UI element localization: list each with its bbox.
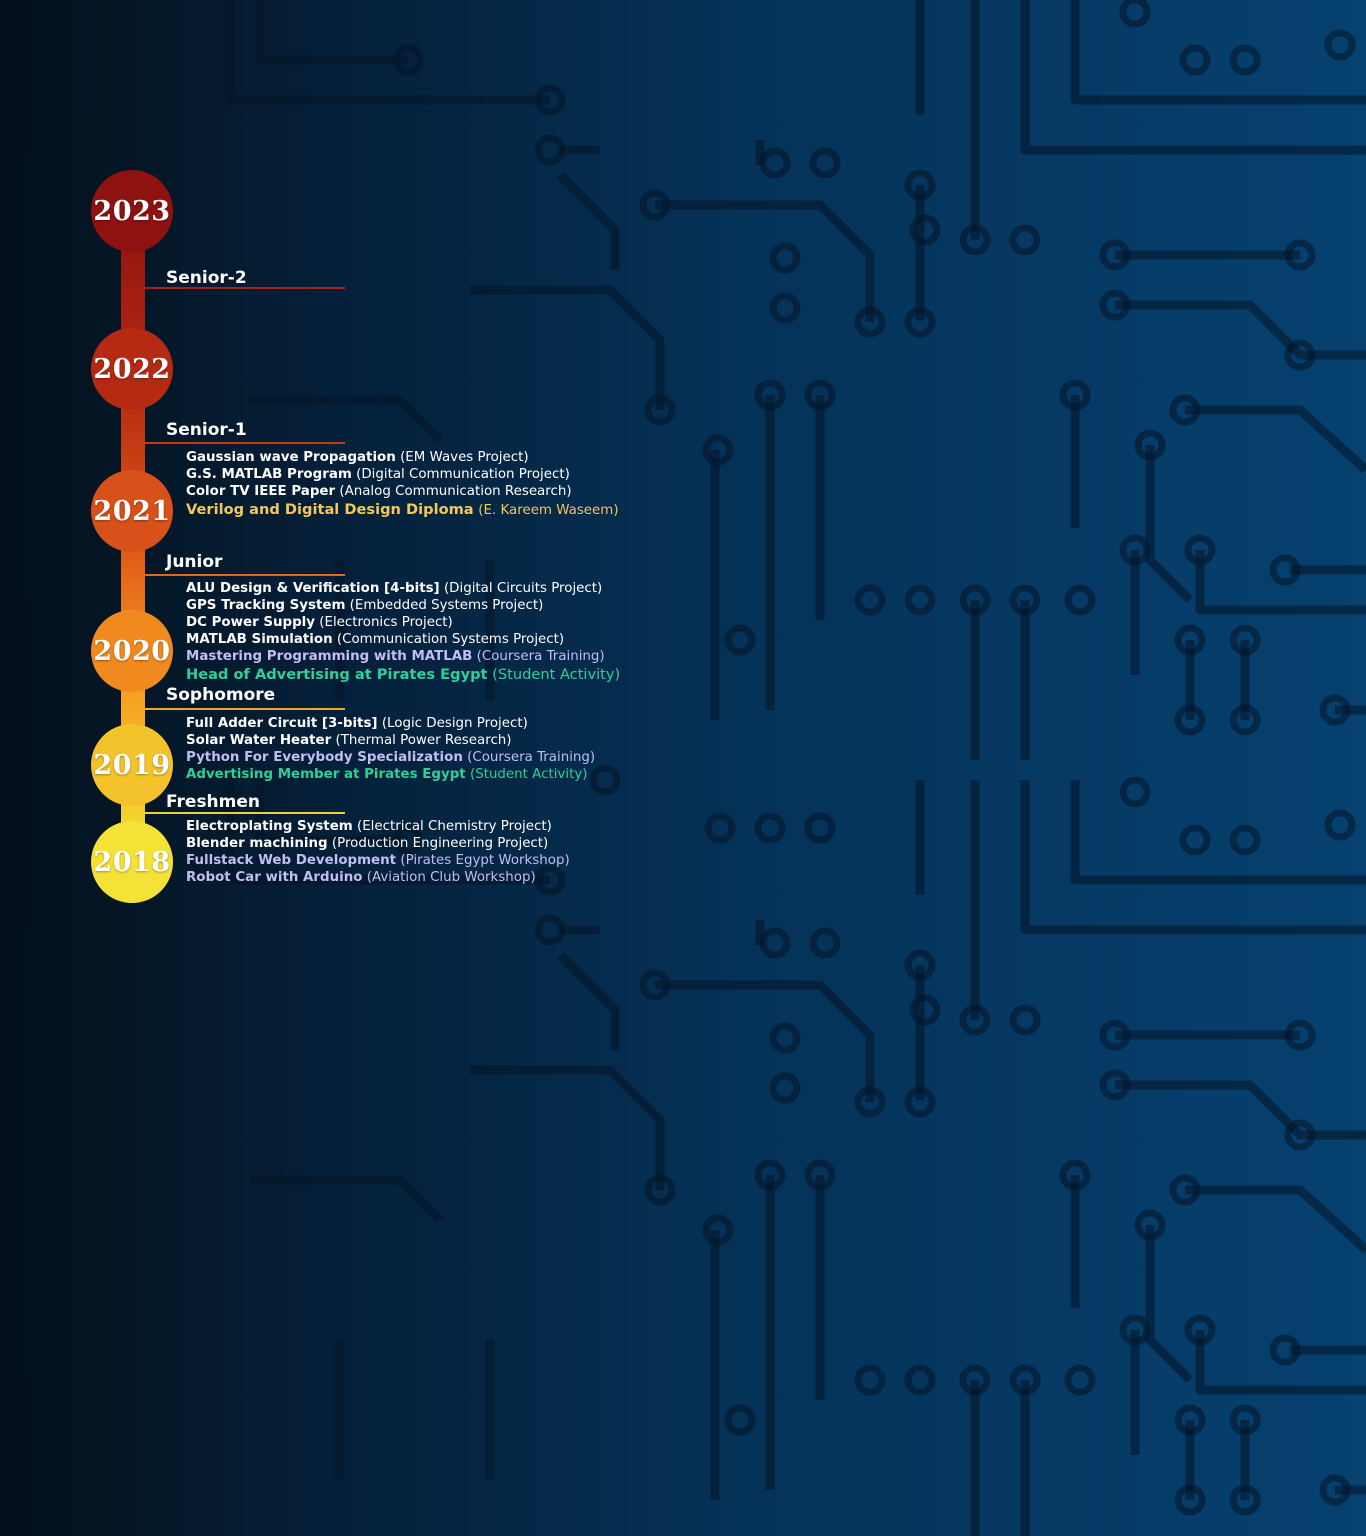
- list-item: Verilog and Digital Design Diploma (E. K…: [186, 500, 619, 518]
- junior-items: ALU Design & Verification [4-bits] (Digi…: [186, 581, 620, 684]
- freshmen-items: Electroplating System (Electrical Chemis…: [186, 819, 570, 887]
- list-item: Fullstack Web Development (Pirates Egypt…: [186, 852, 570, 868]
- list-item: Full Adder Circuit [3-bits] (Logic Desig…: [186, 716, 528, 731]
- list-item: Blender machining (Production Engineerin…: [186, 835, 549, 851]
- year-2020-badge: 2020: [91, 610, 173, 692]
- list-item: Gaussian wave Propagation (EM Waves Proj…: [186, 450, 529, 465]
- stage-sophomore-label: Sophomore: [166, 685, 276, 705]
- stage-freshmen-label: Freshmen: [166, 792, 261, 812]
- year-2023-badge: 2023: [91, 170, 173, 252]
- stage-senior-1-label: Senior-1: [166, 420, 247, 440]
- senior-1-items: Gaussian wave Propagation (EM Waves Proj…: [186, 450, 619, 520]
- sophomore-items: Full Adder Circuit [3-bits] (Logic Desig…: [186, 716, 595, 784]
- list-item: DC Power Supply (Electronics Project): [186, 614, 453, 630]
- stage-sophomore-rule: [143, 708, 345, 710]
- list-item: G.S. MATLAB Program (Digital Communicati…: [186, 466, 570, 482]
- list-item: MATLAB Simulation (Communication Systems…: [186, 631, 565, 647]
- year-2021-badge: 2021: [91, 470, 173, 552]
- list-item: Electroplating System (Electrical Chemis…: [186, 819, 552, 834]
- stage-junior-rule: [143, 574, 345, 576]
- stage-senior-2-rule: [143, 287, 345, 289]
- year-2019-badge: 2019: [91, 724, 173, 806]
- list-item: Python For Everybody Specialization (Cou…: [186, 749, 596, 765]
- list-item: GPS Tracking System (Embedded Systems Pr…: [186, 597, 544, 613]
- stage-senior-1-rule: [143, 442, 345, 444]
- list-item: Color TV IEEE Paper (Analog Communicatio…: [186, 483, 572, 499]
- list-item: ALU Design & Verification [4-bits] (Digi…: [186, 581, 603, 596]
- list-item: Solar Water Heater (Thermal Power Resear…: [186, 732, 512, 748]
- year-2022-badge: 2022: [91, 328, 173, 410]
- list-item: Advertising Member at Pirates Egypt (Stu…: [186, 766, 588, 782]
- stage-freshmen-rule: [143, 812, 345, 814]
- year-2018-badge: 2018: [91, 821, 173, 903]
- stage-senior-2-label: Senior-2: [166, 268, 247, 288]
- stage-junior-label: Junior: [166, 552, 223, 572]
- list-item: Head of Advertising at Pirates Egypt (St…: [186, 665, 621, 683]
- list-item: Robot Car with Arduino (Aviation Club Wo…: [186, 869, 536, 885]
- list-item: Mastering Programming with MATLAB (Cours…: [186, 648, 605, 664]
